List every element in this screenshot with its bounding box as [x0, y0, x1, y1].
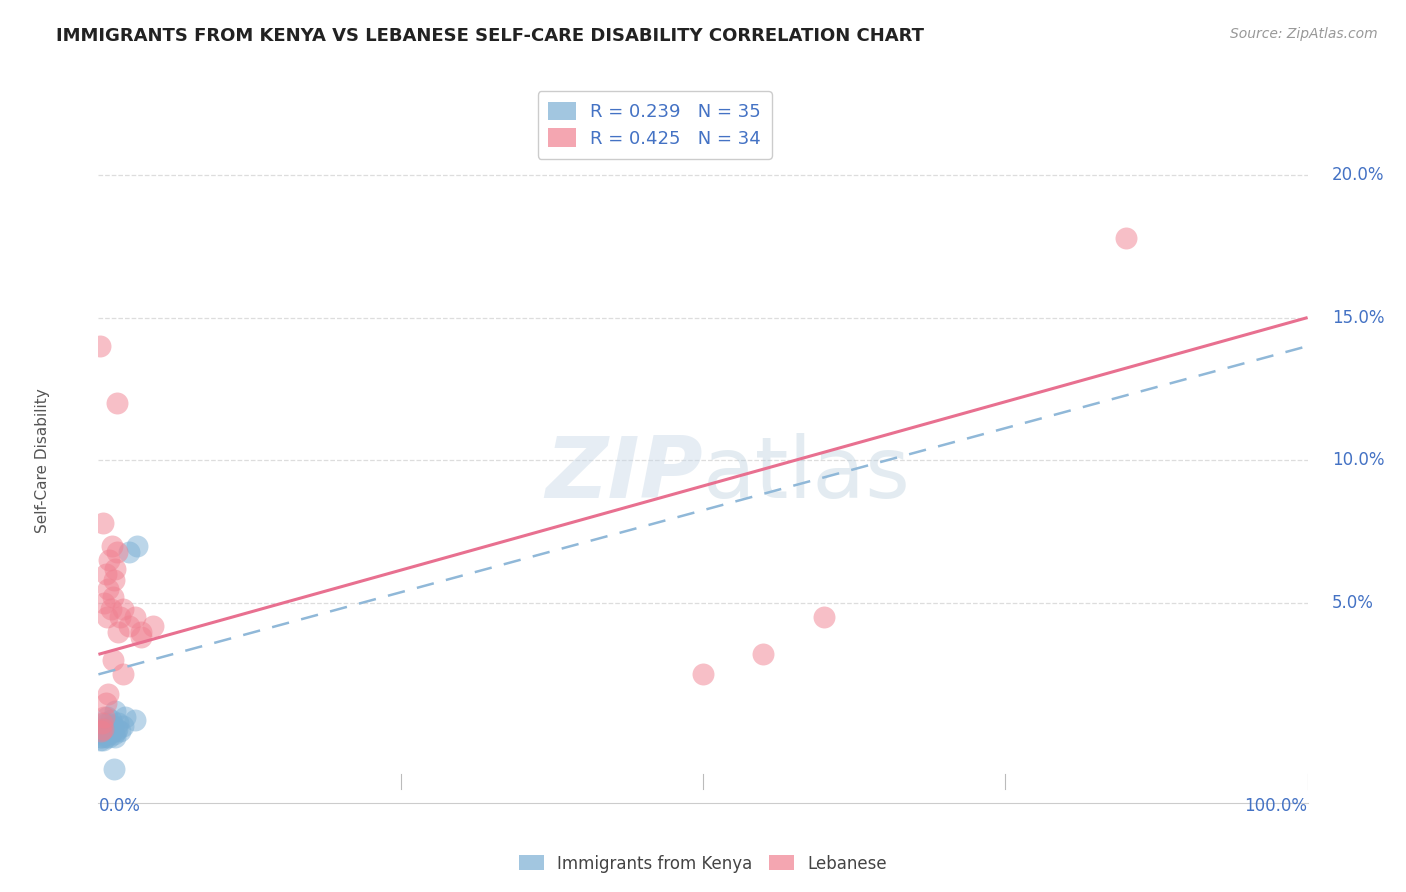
Point [101, 653, 124, 667]
Point [118, 544, 141, 558]
Point [91, 516, 114, 530]
Point [98, 553, 121, 567]
Point [104, 724, 127, 739]
Point [94, 567, 117, 582]
Text: Source: ZipAtlas.com: Source: ZipAtlas.com [1230, 27, 1378, 41]
Point [100, 713, 122, 727]
Point [89, 339, 111, 353]
Point [97, 687, 120, 701]
Point [94, 696, 117, 710]
Point [94, 727, 117, 741]
Point [114, 710, 136, 724]
Point [101, 591, 124, 605]
Point [104, 730, 127, 744]
Text: 15.0%: 15.0% [1331, 309, 1385, 326]
Point [96, 730, 118, 744]
Point [97, 582, 120, 596]
Point [98, 730, 121, 744]
Point [93, 715, 115, 730]
Text: atlas: atlas [703, 433, 911, 516]
Legend: Immigrants from Kenya, Lebanese: Immigrants from Kenya, Lebanese [512, 848, 894, 880]
Point [108, 724, 131, 739]
Point [108, 610, 131, 624]
Point [105, 544, 128, 558]
Point [692, 667, 714, 681]
Text: ZIP: ZIP [546, 433, 703, 516]
Point [105, 722, 128, 736]
Text: 100.0%: 100.0% [1244, 797, 1308, 815]
Point [111, 719, 134, 733]
Point [96, 715, 118, 730]
Point [93, 710, 115, 724]
Text: 10.0%: 10.0% [1331, 451, 1385, 469]
Legend: R = 0.239   N = 35, R = 0.425   N = 34: R = 0.239 N = 35, R = 0.425 N = 34 [537, 91, 772, 159]
Point [90, 724, 112, 739]
Point [94, 724, 117, 739]
Point [103, 573, 125, 587]
Point [93, 722, 115, 736]
Point [91, 724, 114, 739]
Point [103, 762, 125, 776]
Point [97, 722, 120, 736]
Point [124, 713, 146, 727]
Point [90, 730, 112, 744]
Point [752, 648, 775, 662]
Point [104, 705, 127, 719]
Point [124, 610, 146, 624]
Point [105, 396, 128, 410]
Point [93, 596, 115, 610]
Point [96, 610, 118, 624]
Point [1115, 230, 1137, 244]
Text: Self-Care Disability: Self-Care Disability [35, 388, 51, 533]
Point [103, 727, 125, 741]
Point [98, 722, 121, 736]
Text: 0.0%: 0.0% [98, 797, 141, 815]
Point [100, 724, 122, 739]
Point [129, 630, 152, 644]
Point [101, 724, 124, 739]
Point [91, 722, 114, 736]
Point [91, 733, 114, 747]
Text: 20.0%: 20.0% [1331, 166, 1385, 184]
Point [127, 539, 149, 553]
Point [111, 601, 134, 615]
Text: IMMIGRANTS FROM KENYA VS LEBANESE SELF-CARE DISABILITY CORRELATION CHART: IMMIGRANTS FROM KENYA VS LEBANESE SELF-C… [56, 27, 924, 45]
Point [104, 562, 127, 576]
Point [813, 610, 835, 624]
Point [100, 539, 122, 553]
Point [118, 619, 141, 633]
Point [100, 601, 122, 615]
Point [97, 727, 120, 741]
Point [100, 719, 122, 733]
Point [129, 624, 152, 639]
Point [111, 667, 134, 681]
Point [107, 715, 129, 730]
Point [96, 710, 118, 724]
Point [91, 727, 114, 741]
Point [107, 624, 129, 639]
Text: 5.0%: 5.0% [1331, 594, 1374, 612]
Point [101, 719, 124, 733]
Point [90, 730, 112, 744]
Point [89, 733, 111, 747]
Point [142, 619, 165, 633]
Point [91, 715, 114, 730]
